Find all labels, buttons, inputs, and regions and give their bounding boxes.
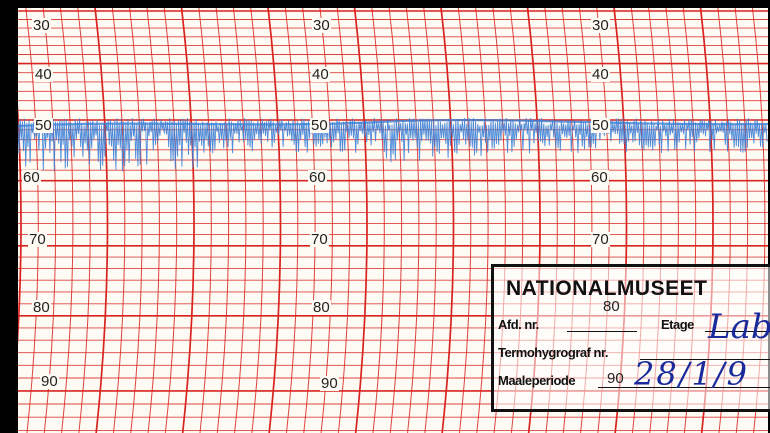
scale-label-90-a: 90 bbox=[40, 373, 59, 390]
stamp-field-termohygrograf: Termohygrograf nr. bbox=[498, 345, 608, 360]
grid-arc bbox=[163, 8, 178, 433]
grid-arc bbox=[111, 8, 126, 433]
grid-arc bbox=[284, 8, 299, 433]
scale-label-60-c: 60 bbox=[590, 169, 609, 186]
scale-label-50-b: 50 bbox=[310, 117, 329, 134]
scale-label-40-b: 40 bbox=[311, 66, 330, 83]
grid-arc bbox=[353, 8, 368, 433]
scale-label-50-a: 50 bbox=[34, 117, 53, 134]
grid-arc bbox=[129, 8, 143, 433]
grid-arc bbox=[250, 8, 264, 433]
grid-arc bbox=[25, 8, 39, 433]
scale-label-80-a: 80 bbox=[32, 299, 51, 316]
grid-arc bbox=[388, 8, 403, 433]
grid-arc bbox=[440, 8, 455, 433]
scale-label-30-b: 30 bbox=[312, 17, 331, 34]
grid-arc bbox=[423, 8, 437, 433]
stamp-line-maaleperiode bbox=[598, 387, 770, 388]
scale-label-40-c: 40 bbox=[591, 66, 610, 83]
stamp-line-etage bbox=[705, 331, 770, 332]
grid-arc bbox=[475, 8, 489, 433]
stamp-line-afd bbox=[567, 331, 637, 332]
grid-arc bbox=[232, 8, 247, 433]
scale-label-60-a: 60 bbox=[22, 169, 41, 186]
grid-arc bbox=[457, 8, 472, 433]
scale-label-90-b: 90 bbox=[320, 375, 339, 392]
museum-stamp: NATIONALMUSEET Afd. nr. 80 Etage Lab Ter… bbox=[491, 264, 770, 412]
scale-label-60-b: 60 bbox=[308, 169, 327, 186]
grid-arc bbox=[18, 103, 22, 346]
grid-arc bbox=[302, 8, 316, 433]
grid-arc bbox=[198, 8, 212, 433]
handwritten-period: 28/1/9 bbox=[634, 355, 749, 393]
stamp-inner-scale-80: 80 bbox=[603, 298, 620, 315]
recording-paper: 30 40 50 60 70 80 90 30 40 50 60 70 80 9… bbox=[18, 8, 768, 433]
stamp-title: NATIONALMUSEET bbox=[506, 277, 708, 300]
scale-label-30-c: 30 bbox=[591, 17, 610, 34]
scale-label-30-a: 30 bbox=[32, 17, 51, 34]
stamp-field-etage: Etage bbox=[661, 317, 694, 332]
grid-arc bbox=[77, 8, 91, 433]
handwritten-etage: Lab bbox=[708, 307, 770, 347]
grid-arc bbox=[59, 8, 74, 433]
stamp-field-maaleperiode: Maaleperiode bbox=[498, 373, 576, 388]
stamp-line-termohygrograf bbox=[640, 359, 770, 360]
stamp-inner-scale-90: 90 bbox=[607, 370, 624, 387]
grid-arc bbox=[267, 8, 282, 433]
scale-label-80-b: 80 bbox=[312, 299, 331, 316]
grid-arc bbox=[215, 8, 230, 433]
grid-arc bbox=[180, 8, 195, 433]
scale-label-70-b: 70 bbox=[310, 231, 329, 248]
scale-label-70-a: 70 bbox=[28, 231, 47, 248]
scale-label-40-a: 40 bbox=[34, 66, 53, 83]
stamp-field-afd: Afd. nr. bbox=[498, 317, 539, 332]
grid-arc bbox=[146, 8, 160, 433]
grid-arc bbox=[94, 8, 109, 433]
trace-baseline bbox=[18, 118, 768, 128]
grid-arc bbox=[371, 8, 385, 433]
recorded-trace bbox=[18, 117, 768, 172]
scale-label-50-c: 50 bbox=[591, 117, 610, 134]
scale-label-70-c: 70 bbox=[591, 231, 610, 248]
grid-arc bbox=[336, 8, 351, 433]
grid-arc bbox=[405, 8, 420, 433]
